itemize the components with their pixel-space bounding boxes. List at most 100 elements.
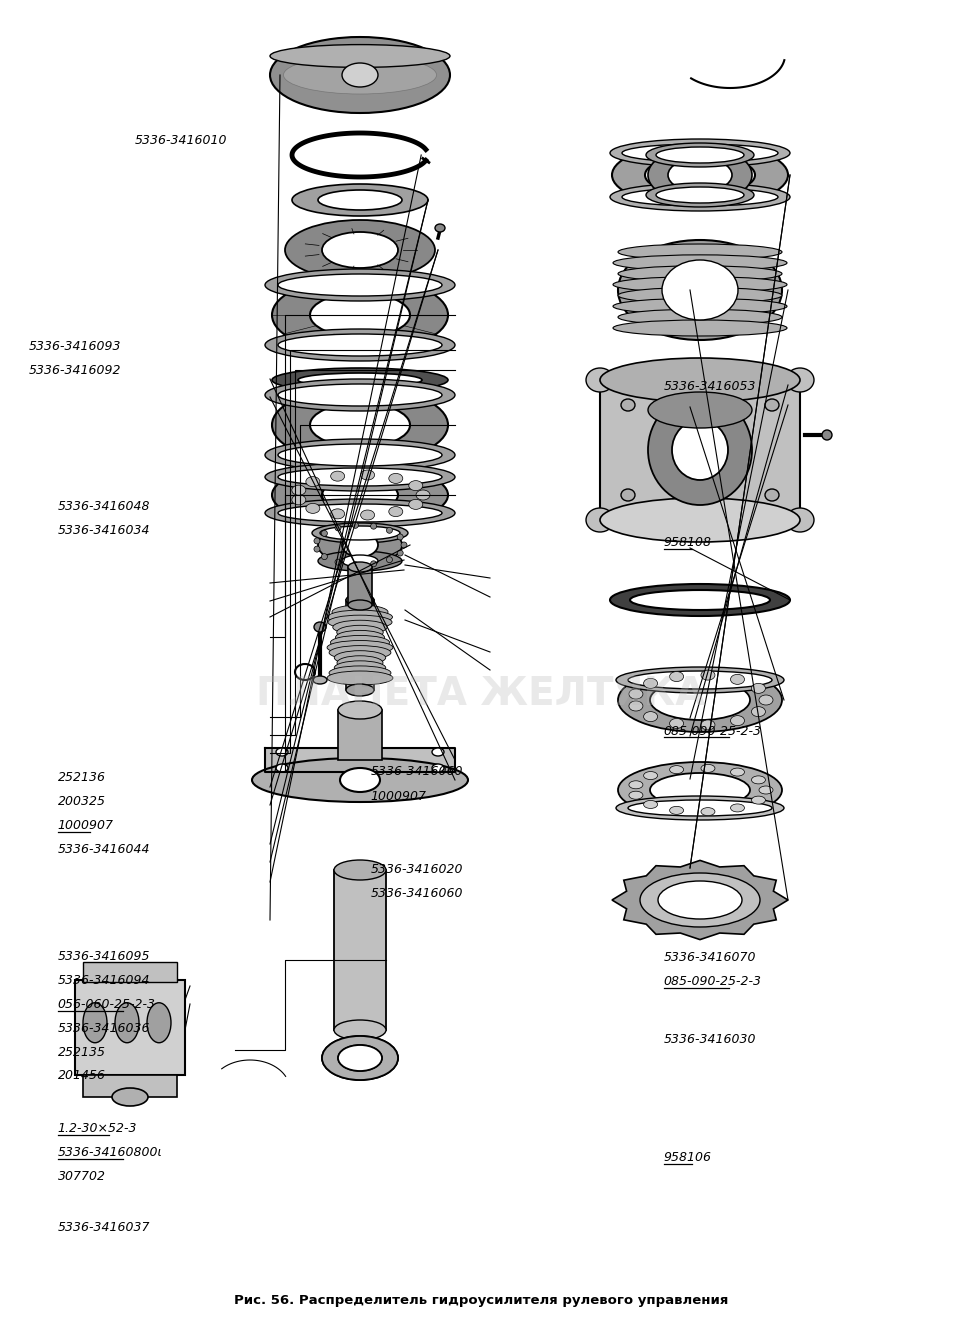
Ellipse shape (729, 715, 744, 726)
Ellipse shape (111, 1089, 148, 1106)
Ellipse shape (264, 439, 455, 471)
Ellipse shape (291, 486, 306, 495)
Ellipse shape (701, 807, 714, 815)
Ellipse shape (337, 700, 382, 719)
Ellipse shape (667, 157, 731, 192)
Ellipse shape (643, 679, 657, 688)
Ellipse shape (617, 309, 781, 325)
Text: 5336-3416010: 5336-3416010 (135, 133, 227, 147)
Ellipse shape (328, 615, 392, 630)
Ellipse shape (318, 189, 402, 209)
Ellipse shape (397, 534, 403, 540)
Ellipse shape (312, 676, 327, 684)
Ellipse shape (643, 711, 657, 722)
Ellipse shape (333, 651, 385, 664)
Text: 5336-3416030: 5336-3416030 (663, 1033, 755, 1046)
Ellipse shape (612, 320, 786, 336)
Ellipse shape (751, 776, 765, 784)
Ellipse shape (346, 684, 374, 696)
Ellipse shape (629, 590, 769, 610)
Polygon shape (264, 748, 455, 772)
Text: 056-060-25-2-3: 056-060-25-2-3 (58, 998, 156, 1011)
Ellipse shape (617, 762, 781, 818)
Ellipse shape (785, 368, 813, 392)
Ellipse shape (336, 626, 382, 639)
Ellipse shape (701, 670, 714, 680)
Ellipse shape (751, 796, 765, 804)
Ellipse shape (612, 276, 786, 292)
Ellipse shape (646, 143, 753, 167)
Ellipse shape (327, 610, 392, 624)
FancyBboxPatch shape (83, 962, 177, 982)
Ellipse shape (643, 771, 657, 779)
Ellipse shape (655, 187, 743, 203)
Ellipse shape (333, 1021, 385, 1041)
Text: 5336-3416060: 5336-3416060 (370, 887, 462, 900)
Ellipse shape (291, 495, 306, 504)
Ellipse shape (622, 144, 777, 161)
Ellipse shape (147, 1003, 171, 1043)
Ellipse shape (276, 764, 287, 772)
Ellipse shape (657, 880, 741, 919)
Ellipse shape (360, 510, 374, 520)
Text: 5336-3416060: 5336-3416060 (370, 764, 462, 778)
Ellipse shape (270, 44, 450, 68)
Ellipse shape (609, 139, 789, 167)
FancyBboxPatch shape (333, 870, 385, 1030)
Text: 5336-3416036: 5336-3416036 (58, 1022, 150, 1035)
Ellipse shape (264, 379, 455, 411)
Ellipse shape (669, 671, 683, 682)
Ellipse shape (388, 474, 403, 483)
Ellipse shape (333, 620, 387, 634)
Ellipse shape (370, 560, 376, 567)
Ellipse shape (628, 671, 771, 688)
Ellipse shape (360, 470, 374, 480)
Ellipse shape (648, 147, 752, 203)
Ellipse shape (318, 526, 402, 566)
Ellipse shape (701, 720, 714, 730)
Text: ПЛАНЕТА ЖЕЛТЯКА: ПЛАНЕТА ЖЕЛТЯКА (256, 675, 705, 712)
Ellipse shape (764, 399, 778, 411)
FancyBboxPatch shape (337, 710, 382, 760)
FancyBboxPatch shape (346, 600, 374, 690)
Ellipse shape (643, 800, 657, 808)
Ellipse shape (348, 600, 372, 610)
Ellipse shape (335, 631, 384, 644)
Ellipse shape (311, 523, 407, 543)
Ellipse shape (621, 399, 634, 411)
Ellipse shape (327, 640, 392, 655)
Ellipse shape (729, 804, 744, 812)
Ellipse shape (669, 806, 683, 814)
Ellipse shape (611, 143, 787, 207)
Ellipse shape (283, 56, 436, 93)
Ellipse shape (327, 671, 392, 684)
Ellipse shape (342, 555, 378, 567)
Text: 5336-3416093: 5336-3416093 (29, 340, 121, 354)
Ellipse shape (115, 1003, 138, 1043)
Ellipse shape (821, 430, 831, 440)
Ellipse shape (415, 490, 430, 500)
Ellipse shape (272, 277, 448, 354)
Ellipse shape (751, 707, 765, 716)
Ellipse shape (292, 184, 428, 216)
Ellipse shape (758, 695, 773, 704)
Ellipse shape (321, 554, 327, 560)
Text: 5336-3416048: 5336-3416048 (58, 500, 150, 514)
Ellipse shape (386, 527, 392, 534)
Text: 958106: 958106 (663, 1151, 711, 1165)
Ellipse shape (352, 562, 358, 568)
Ellipse shape (434, 224, 445, 232)
Text: 5336-3416095: 5336-3416095 (58, 950, 150, 963)
Ellipse shape (617, 244, 781, 260)
Ellipse shape (600, 498, 800, 542)
Ellipse shape (339, 768, 380, 792)
Text: 5336-3416034: 5336-3416034 (58, 524, 150, 538)
Ellipse shape (83, 1003, 107, 1043)
Ellipse shape (298, 374, 422, 387)
Text: 307702: 307702 (58, 1170, 106, 1183)
Ellipse shape (758, 786, 773, 794)
Ellipse shape (264, 463, 455, 491)
Ellipse shape (639, 872, 759, 927)
Ellipse shape (318, 551, 402, 571)
Text: 5336-34160800ι: 5336-34160800ι (58, 1146, 162, 1159)
